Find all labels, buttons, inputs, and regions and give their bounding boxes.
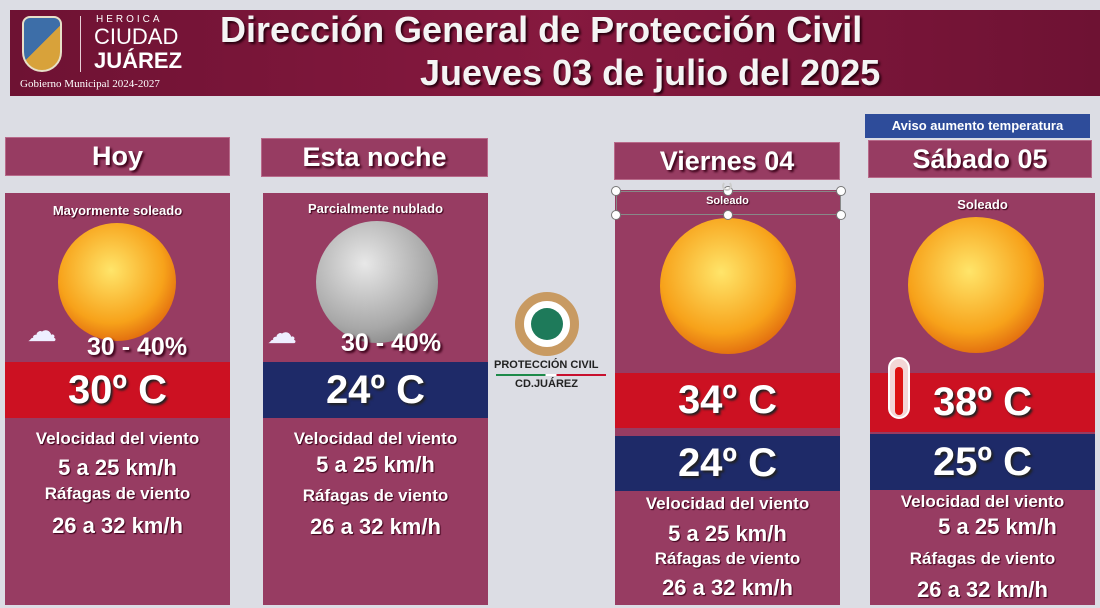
rotate-handle-icon[interactable] — [722, 181, 732, 191]
gusts-label: Ráfagas de viento — [654, 549, 801, 568]
condition: Mayormente soleado — [52, 203, 183, 218]
center-logo-line2: CD.JUÁREZ — [515, 378, 578, 390]
rain-cloud-icon: ☁ — [27, 315, 57, 348]
rain-cloud-icon: ☁ — [267, 317, 297, 350]
logo-ciudad: CIUDAD — [94, 24, 179, 49]
gusts-value: 26 a 32 km/h — [917, 577, 1048, 602]
wind-value: 5 a 25 km/h — [316, 452, 435, 477]
temperature: 24º C — [263, 362, 488, 418]
sun-icon — [58, 223, 176, 341]
min-temperature: 25º C — [870, 434, 1095, 490]
wind-label: Velocidad del viento — [900, 492, 1065, 511]
resize-handle[interactable] — [611, 210, 621, 220]
moon-icon — [316, 221, 438, 343]
condition: Soleado — [957, 197, 1008, 212]
period-title-esta-noche: Esta noche — [261, 138, 488, 177]
gusts-value: 26 a 32 km/h — [52, 513, 183, 538]
center-logo-line1: PROTECCIÓN CIVIL — [494, 359, 599, 371]
gusts-label: Ráfagas de viento — [909, 549, 1056, 568]
condition: Parcialmente nublado — [307, 201, 444, 216]
wind-label: Velocidad del viento — [293, 429, 458, 448]
thermometer-icon — [888, 357, 910, 419]
card-sabado: Soleado 38º C 25º C Velocidad del viento… — [870, 193, 1095, 605]
gusts-value: 26 a 32 km/h — [310, 514, 441, 539]
logo-gobierno: Gobierno Municipal 2024-2027 — [20, 78, 160, 90]
min-temperature: 24º C — [615, 436, 840, 491]
max-temperature: 34º C — [615, 373, 840, 428]
card-hoy: Mayormente soleado ☁ 30 - 40% 30º C Velo… — [5, 193, 230, 605]
wind-value: 5 a 25 km/h — [668, 521, 787, 546]
logo-juarez: JUÁREZ — [94, 48, 183, 73]
period-title-hoy: Hoy — [5, 137, 230, 176]
rain-chance: 30 - 40% — [87, 333, 188, 361]
page-subtitle: Jueves 03 de julio del 2025 — [420, 52, 881, 93]
wind-value: 5 a 25 km/h — [58, 455, 177, 480]
wind-label: Velocidad del viento — [35, 429, 200, 448]
gusts-label: Ráfagas de viento — [302, 486, 449, 505]
resize-handle[interactable] — [611, 186, 621, 196]
gusts-label: Ráfagas de viento — [44, 484, 191, 503]
flag-stripe — [496, 374, 606, 376]
period-title-sabado: Sábado 05 — [868, 140, 1092, 178]
resize-handle[interactable] — [836, 210, 846, 220]
coat-of-arms-icon — [22, 16, 62, 72]
resize-handle[interactable] — [723, 210, 733, 220]
divider — [80, 16, 81, 72]
card-esta-noche: Parcialmente nublado ☁ 30 - 40% 24º C Ve… — [263, 193, 488, 605]
wind-value: 5 a 25 km/h — [938, 514, 1057, 539]
sun-icon — [660, 218, 796, 354]
logo-heroica: HEROICA — [96, 14, 163, 25]
proteccion-civil-logo-icon — [515, 292, 579, 356]
page-title: Dirección General de Protección Civil — [220, 9, 863, 50]
gusts-value: 26 a 32 km/h — [662, 575, 793, 600]
temperature: 30º C — [5, 362, 230, 418]
wind-label: Velocidad del viento — [645, 494, 810, 513]
period-title-viernes: Viernes 04 — [614, 142, 840, 180]
condition[interactable]: Soleado — [706, 195, 749, 207]
aviso-badge: Aviso aumento temperatura — [865, 114, 1090, 138]
sun-icon — [908, 217, 1044, 353]
header-banner: HEROICA CIUDAD JUÁREZ Gobierno Municipal… — [10, 10, 1100, 96]
resize-handle[interactable] — [836, 186, 846, 196]
rain-chance: 30 - 40% — [341, 329, 442, 357]
card-viernes: Soleado 34º C 24º C Velocidad del viento… — [615, 190, 840, 605]
